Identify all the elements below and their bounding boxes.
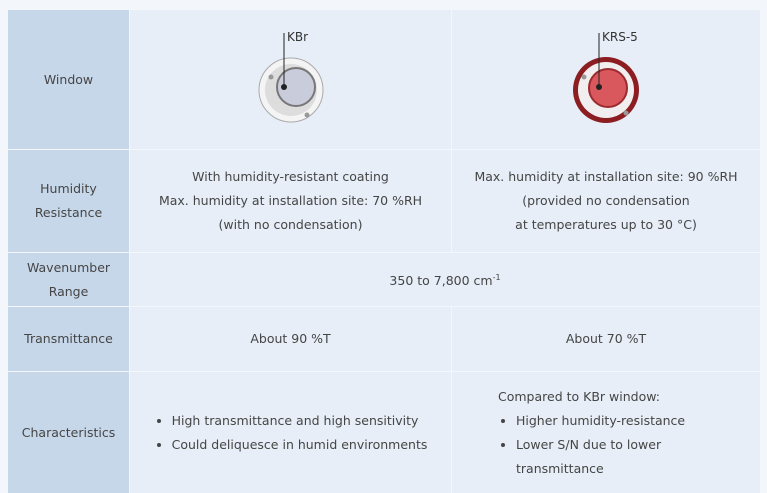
row-header: Humidity Resistance (8, 150, 129, 252)
kbr-window-image: KBr (241, 25, 341, 135)
superscript: -1 (493, 273, 501, 282)
cell: With humidity-resistant coating Max. hum… (130, 150, 451, 252)
bullet-item: Lower S/N due to lower transmittance (516, 433, 741, 481)
text-line: Max. humidity at installation site: 90 %… (474, 165, 737, 189)
cell: KBr (130, 10, 451, 149)
text-line: (with no condensation) (219, 213, 363, 237)
text: 350 to 7,800 cm (389, 273, 492, 288)
image-label: KRS-5 (602, 30, 638, 44)
page: Window KBr KRS-5 Humidity Resistance Wit… (0, 0, 767, 493)
cell: About 90 %T (130, 307, 451, 371)
cell: 350 to 7,800 cm-1 (130, 253, 760, 306)
cell: KRS-5 (452, 10, 760, 149)
cell: Max. humidity at installation site: 90 %… (452, 150, 760, 252)
text-line: With humidity-resistant coating (192, 165, 389, 189)
row-header: Transmittance (8, 307, 129, 371)
krs5-window-image: KRS-5 (556, 25, 656, 135)
wavenumber-range: 350 to 7,800 cm-1 (389, 266, 500, 293)
text-line: Max. humidity at installation site: 70 %… (159, 189, 422, 213)
cell: About 70 %T (452, 307, 760, 371)
row-header: Characteristics (8, 372, 129, 493)
bullet-list: Higher humidity-resistance Lower S/N due… (498, 409, 741, 481)
text-line: at temperatures up to 30 °C) (515, 213, 697, 237)
image-label: KBr (287, 30, 308, 44)
bullet-list: High transmittance and high sensitivity … (154, 409, 428, 457)
bullet-item: High transmittance and high sensitivity (172, 409, 428, 433)
cell: Compared to KBr window: Higher humidity-… (452, 372, 760, 493)
row-header: Window (8, 10, 129, 149)
bullet-item: Higher humidity-resistance (516, 409, 741, 433)
cell: High transmittance and high sensitivity … (130, 372, 451, 493)
text-line: (provided no condensation (522, 189, 689, 213)
row-header: Wavenumber Range (8, 253, 129, 306)
bullet-item: Could deliquesce in humid environments (172, 433, 428, 457)
text-line: Compared to KBr window: (498, 385, 660, 409)
